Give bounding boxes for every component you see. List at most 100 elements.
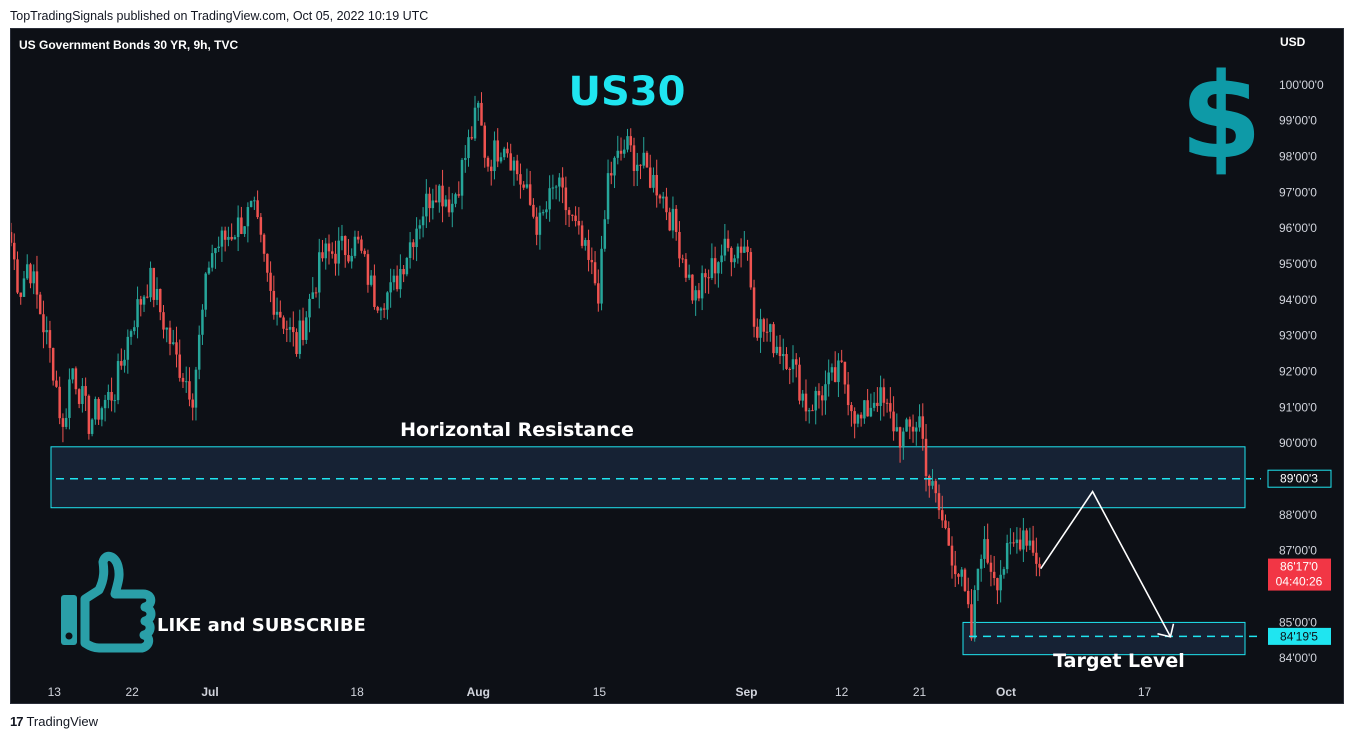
candle-body <box>941 510 944 521</box>
candle-body <box>402 269 405 275</box>
candle-body <box>658 195 662 199</box>
candle-body <box>850 405 853 412</box>
candle-body <box>976 568 980 591</box>
x-tick-label: 21 <box>913 685 927 699</box>
candle-body <box>133 327 136 332</box>
y-tick-label: 87'00'0 <box>1279 544 1317 558</box>
candle-body <box>94 398 97 420</box>
candle-body <box>613 157 616 176</box>
y-tick-label: 85'00'0 <box>1279 615 1317 629</box>
candle-body <box>408 242 412 258</box>
publisher-line: TopTradingSignals published on TradingVi… <box>10 9 429 23</box>
candle-body <box>746 246 749 253</box>
candle-body <box>369 275 373 285</box>
candle-body <box>791 359 795 370</box>
candle-body <box>953 565 957 575</box>
candle-body <box>230 236 233 240</box>
candle-body <box>623 149 626 154</box>
candle-body <box>577 221 581 226</box>
footer-brand: TradingView <box>26 714 99 729</box>
y-tick-label: 94'00'0 <box>1279 293 1317 307</box>
candle-body <box>934 481 938 494</box>
candle-body <box>762 319 766 332</box>
candle-body <box>324 243 327 259</box>
candle-body <box>415 228 418 248</box>
candle-body <box>412 242 415 248</box>
candle-body <box>165 327 168 330</box>
resistance-zone <box>50 446 1246 509</box>
candle-body <box>1002 569 1006 575</box>
candle-body <box>986 539 989 563</box>
last-price-badge: 86'17'0 04:40:26 <box>1268 558 1331 591</box>
candle-body <box>496 140 499 162</box>
candle-body <box>136 299 139 328</box>
candle-body <box>266 253 269 273</box>
candle-body <box>451 203 454 213</box>
candle-body <box>863 400 866 419</box>
candle-body <box>817 390 821 396</box>
candle-body <box>191 399 194 408</box>
candle-body <box>697 290 701 299</box>
candle-body <box>785 354 788 369</box>
candle-body <box>194 369 198 408</box>
candle-body <box>574 215 577 222</box>
candle-body <box>616 150 620 158</box>
resistance-price-value: 89'00'3 <box>1280 472 1318 486</box>
candle-body <box>856 414 860 424</box>
candle-body <box>807 410 811 412</box>
candle-body <box>642 152 645 166</box>
y-tick-label: 90'00'0 <box>1279 436 1317 450</box>
candle-body <box>45 330 48 333</box>
candle-body <box>25 264 29 279</box>
candle-body <box>996 578 999 591</box>
candle-body <box>431 200 435 209</box>
x-tick-label: 18 <box>350 685 364 699</box>
candle-body <box>447 199 451 213</box>
candle-body <box>840 360 843 362</box>
y-tick-label: 92'00'0 <box>1279 365 1317 379</box>
candle-body <box>814 390 817 411</box>
candle-body <box>480 102 483 126</box>
candle-body <box>220 230 224 247</box>
candle-body <box>366 254 370 285</box>
candle-body <box>321 252 324 259</box>
candle-body <box>911 426 915 432</box>
candle-body <box>382 308 386 310</box>
candle-body <box>16 259 19 293</box>
candle-body <box>937 493 941 511</box>
candle-body <box>733 258 736 263</box>
candle-body <box>769 324 772 332</box>
candle-body <box>1018 539 1022 550</box>
candle-body <box>843 361 847 385</box>
candle-body <box>493 140 496 172</box>
candle-body <box>525 184 529 188</box>
candle-body <box>749 252 753 288</box>
candle-body <box>19 292 22 297</box>
candle-body <box>684 259 688 278</box>
x-tick-label: 12 <box>835 685 849 699</box>
candle-body <box>1015 539 1019 544</box>
tradingview-logo-icon: 17 <box>10 714 24 729</box>
chart-panel[interactable]: 84'00'0 85'00'0 87'00'0 88'00'0 90'00'0 91'00… <box>10 28 1344 704</box>
candle-body <box>872 402 876 408</box>
last-price-value: 86'17'0 <box>1280 560 1318 574</box>
candle-body <box>902 431 905 448</box>
candle-body <box>473 107 477 139</box>
price-chart[interactable]: 84'00'0 85'00'0 87'00'0 88'00'0 90'00'0 91'00… <box>11 29 1345 705</box>
candle-body <box>246 207 250 227</box>
candle-body <box>159 288 162 313</box>
candle-body <box>249 200 253 208</box>
candle-body <box>610 173 613 176</box>
candle-body <box>1031 540 1035 553</box>
candle-body <box>918 416 921 428</box>
candle-body <box>197 334 201 370</box>
candle-body <box>739 246 743 253</box>
candle-body <box>464 158 467 160</box>
candle-body <box>837 360 840 383</box>
y-tick-label: 97'00'0 <box>1279 185 1317 199</box>
candle-body <box>710 258 714 279</box>
candle-body <box>116 361 120 401</box>
candle-body <box>506 148 509 154</box>
candle-body <box>11 232 13 243</box>
candle-body <box>363 250 366 255</box>
